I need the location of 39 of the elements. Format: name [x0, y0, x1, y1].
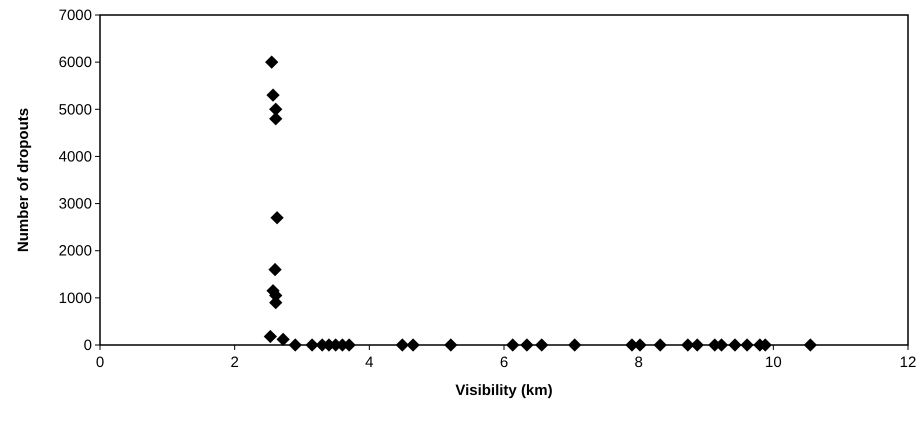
- point: [690, 338, 704, 352]
- point: [305, 338, 319, 352]
- point: [270, 211, 284, 224]
- x-tick-label: 0: [96, 354, 104, 371]
- y-tick-label: 3000: [58, 196, 92, 213]
- point: [740, 338, 754, 352]
- x-tick-label: 4: [365, 354, 374, 371]
- point: [535, 338, 548, 352]
- point: [265, 56, 278, 69]
- y-tick-label: 0: [84, 337, 92, 354]
- point: [266, 88, 280, 102]
- x-axis-title: Visibility (km): [455, 382, 553, 399]
- y-tick-label: 5000: [58, 101, 92, 118]
- point: [506, 338, 520, 352]
- point: [288, 338, 302, 352]
- y-tick-label: 6000: [58, 54, 92, 72]
- x-tick-label: 2: [230, 354, 239, 371]
- point: [654, 338, 667, 352]
- y-axis-title: Number of dropouts: [15, 108, 32, 252]
- point: [568, 338, 582, 352]
- point: [268, 262, 282, 276]
- x-tick-label: 12: [900, 354, 916, 371]
- point: [396, 338, 409, 352]
- point: [444, 338, 458, 352]
- point: [804, 338, 818, 352]
- point: [264, 330, 277, 344]
- x-tick-label: 10: [764, 354, 782, 371]
- point: [406, 338, 420, 352]
- point: [269, 112, 282, 126]
- y-tick-label: 1000: [58, 290, 92, 307]
- point: [728, 338, 742, 352]
- point: [276, 332, 290, 346]
- y-tick-label: 4000: [58, 148, 92, 166]
- point: [269, 102, 282, 116]
- x-tick-label: 6: [500, 354, 508, 371]
- y-tick-label: 7000: [58, 7, 92, 24]
- y-tick-label: 2000: [58, 242, 92, 260]
- point: [520, 338, 534, 352]
- x-tick-label: 8: [634, 354, 643, 371]
